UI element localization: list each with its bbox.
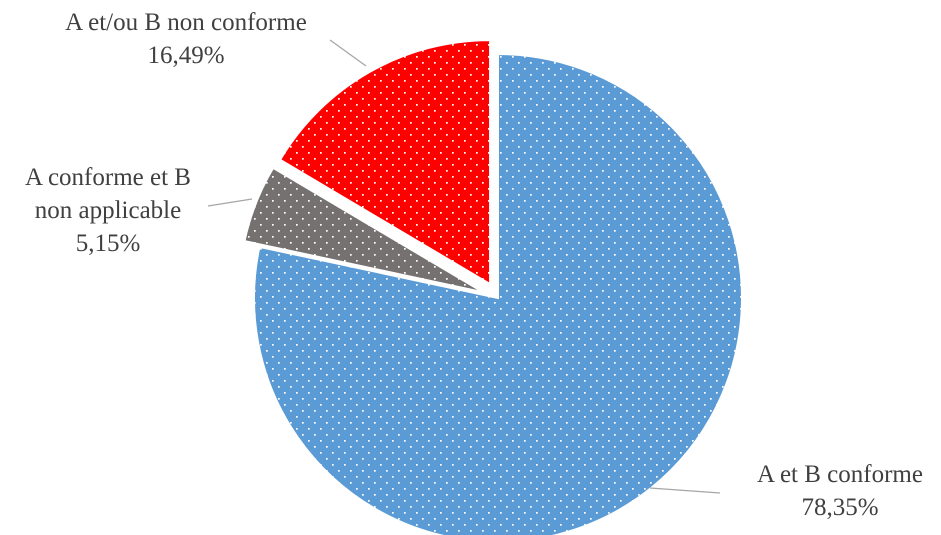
slice-name-label-a-et-b-conforme: A et B conforme [757,461,923,488]
pie-slice-a-conforme-et-b-non-applicable [243,166,484,294]
leader-line-a-et-ou-b-non-conforme [329,39,367,67]
leader-lines-layer [207,39,721,494]
slice-name-label-a-conforme-et-b-non-applicable: non applicable [35,197,181,224]
slice-value-label-a-conforme-et-b-non-applicable: 5,15% [76,230,141,257]
leader-line-a-conforme-et-b-non-applicable [207,198,253,207]
data-label-a-et-ou-b-non-conforme: A et/ou B non conforme 16,49% [65,9,307,69]
slice-name-label-a-conforme-et-b-non-applicable: A conforme et B [25,164,191,191]
slice-value-label-a-et-ou-b-non-conforme: 16,49% [147,42,224,69]
slice-value-label-a-et-b-conforme: 78,35% [801,494,878,521]
labels-layer: A et B conforme 78,35% A conforme et B non … [25,9,923,521]
pie-slice-a-et-ou-b-non-conforme [278,39,492,286]
leader-line-a-et-b-conforme [649,487,721,494]
slices-layer [243,39,743,535]
data-label-a-et-b-conforme: A et B conforme 78,35% [757,461,923,521]
slice-name-label-a-et-ou-b-non-conforme: A et/ou B non conforme [65,9,307,36]
data-label-a-conforme-et-b-non-applicable: A conforme et B non applicable 5,15% [25,164,191,257]
